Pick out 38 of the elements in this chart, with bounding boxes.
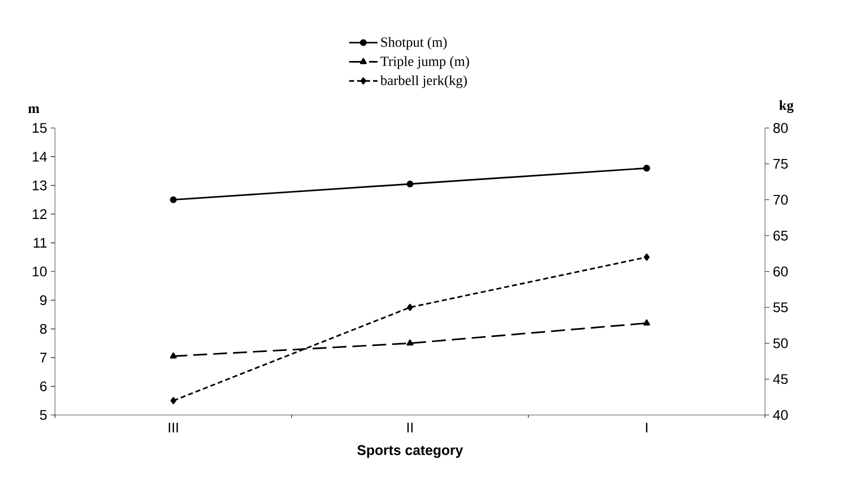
y-tick-label: 9 xyxy=(40,295,47,306)
x-tick-label: III xyxy=(168,422,178,432)
y2-tick-label: 80 xyxy=(773,123,788,133)
x-tick-label: II xyxy=(407,422,413,432)
y2-tick-label: 55 xyxy=(773,302,788,312)
y-tick-label: 7 xyxy=(40,352,47,362)
y-tick-label: 13 xyxy=(32,180,47,190)
point xyxy=(644,254,650,261)
y2-tick-label: 75 xyxy=(774,159,788,169)
y-tick-label: 14 xyxy=(32,152,47,162)
y2-tick-label: 60 xyxy=(773,266,788,276)
y-axis-title: m xyxy=(28,106,40,113)
point xyxy=(406,180,414,188)
y-tick-label: 15 xyxy=(32,123,47,133)
y-tick-label: 12 xyxy=(32,209,47,219)
y-tick-label: 8 xyxy=(40,324,47,334)
point xyxy=(170,196,177,204)
legend-label: Shotput (m) xyxy=(381,37,447,50)
point xyxy=(643,319,650,326)
x-axis-title: Sports category xyxy=(357,445,464,458)
point xyxy=(406,339,414,346)
y2-tick-label: 50 xyxy=(773,338,788,348)
point xyxy=(643,164,650,172)
y2-tick-label: 45 xyxy=(773,374,788,384)
y2-tick-label: 40 xyxy=(773,410,788,420)
y-tick-label: 5 xyxy=(40,410,47,420)
point xyxy=(407,304,413,311)
y-tick-label: 11 xyxy=(34,238,47,248)
point xyxy=(170,352,177,358)
y2-tick-label: 65 xyxy=(773,230,788,241)
y2-axis-title: kg xyxy=(779,100,794,113)
point xyxy=(170,397,176,404)
legend-label: Triple jump (m) xyxy=(380,56,470,69)
y-tick-label: 10 xyxy=(32,266,47,276)
y-tick-label: 6 xyxy=(40,381,47,392)
y2-tick-label: 70 xyxy=(774,194,788,205)
legend-label: barbell jerk(kg) xyxy=(380,75,467,88)
x-tick-label: I xyxy=(646,422,648,432)
